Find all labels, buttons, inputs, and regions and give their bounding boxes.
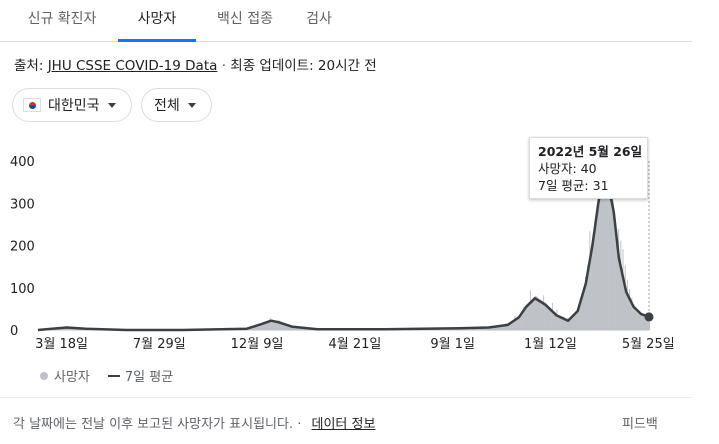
tab-testing[interactable]: 검사 bbox=[306, 11, 332, 27]
x-tick-label: 7월 29일 bbox=[133, 337, 186, 352]
footer-text: 각 날짜에는 전날 이후 보고된 사망자가 표시됩니다. bbox=[13, 417, 294, 432]
tab-new-cases[interactable]: 신규 확진자 bbox=[27, 11, 97, 27]
x-axis: 3월 18일 7월 29일 12월 9일 4월 21일 9월 1일 1월 12일 5월 25… bbox=[35, 337, 675, 352]
korea-flag-icon bbox=[23, 98, 41, 112]
x-tick-label: 5월 25일 bbox=[622, 337, 675, 352]
dropdown-caret-icon bbox=[187, 102, 196, 108]
data-info-link[interactable]: 데이터 정보 bbox=[311, 417, 376, 432]
y-tick-label: 200 bbox=[10, 240, 35, 255]
chart-tooltip: 2022년 5월 26일 사망자: 40 7일 평균: 31 bbox=[529, 137, 648, 199]
highlight-point bbox=[644, 312, 654, 322]
seven-day-average-series bbox=[37, 178, 650, 332]
y-tick-label: 300 bbox=[10, 197, 35, 212]
x-tick-label: 4월 21일 bbox=[328, 337, 381, 352]
y-tick-label: 400 bbox=[10, 155, 35, 170]
country-label: 대한민국 bbox=[48, 98, 100, 114]
range-label: 전체 bbox=[154, 98, 180, 114]
x-tick-label: 12월 9일 bbox=[231, 337, 284, 352]
legend-average-swatch bbox=[107, 374, 120, 377]
chart-legend: 사망자 7일 평균 bbox=[40, 366, 173, 385]
legend-deaths-swatch bbox=[40, 371, 48, 380]
tooltip-average: 7일 평균: 31 bbox=[538, 178, 609, 193]
y-axis: 0 100 200 300 400 bbox=[10, 155, 35, 339]
tooltip-date: 2022년 5월 26일 bbox=[538, 144, 643, 159]
y-tick-label: 0 bbox=[10, 324, 18, 339]
footer-separator: · bbox=[297, 417, 302, 432]
x-tick-label: 3월 18일 bbox=[35, 337, 88, 352]
tab-deaths[interactable]: 사망자 bbox=[118, 0, 196, 42]
range-dropdown[interactable]: 전체 bbox=[141, 88, 212, 122]
x-tick-label: 9월 1일 bbox=[430, 337, 475, 352]
deaths-area bbox=[38, 168, 649, 330]
tab-vaccinations[interactable]: 백신 접종 bbox=[217, 11, 273, 27]
source-line: 출처: JHU CSSE COVID-19 Data · 최종 업데이트: 20… bbox=[14, 54, 377, 74]
daily-deaths-bar bbox=[649, 313, 650, 330]
legend-deaths-label: 사망자 bbox=[54, 370, 90, 385]
source-link[interactable]: JHU CSSE COVID-19 Data bbox=[47, 58, 218, 74]
tab-bar: 신규 확진자 사망자 백신 접종 검사 bbox=[0, 0, 692, 42]
footer-note: 각 날짜에는 전날 이후 보고된 사망자가 표시됩니다. · 데이터 정보 bbox=[13, 413, 375, 432]
last-updated: 최종 업데이트: 20시간 전 bbox=[230, 58, 377, 74]
y-tick-label: 100 bbox=[10, 282, 35, 297]
country-dropdown[interactable]: 대한민국 bbox=[12, 88, 132, 122]
tooltip-deaths: 사망자: 40 bbox=[538, 161, 597, 176]
daily-deaths-area bbox=[38, 168, 649, 330]
source-prefix: 출처: bbox=[14, 58, 44, 74]
feedback-link[interactable]: 피드백 bbox=[622, 417, 658, 432]
legend-average-label: 7일 평균 bbox=[124, 370, 174, 385]
source-separator: · bbox=[221, 58, 226, 74]
divider bbox=[0, 397, 692, 398]
x-tick-label: 1월 12일 bbox=[524, 337, 577, 352]
dropdown-caret-icon bbox=[107, 102, 116, 108]
hover-marker bbox=[644, 312, 654, 322]
seven-day-average-line bbox=[37, 178, 650, 332]
